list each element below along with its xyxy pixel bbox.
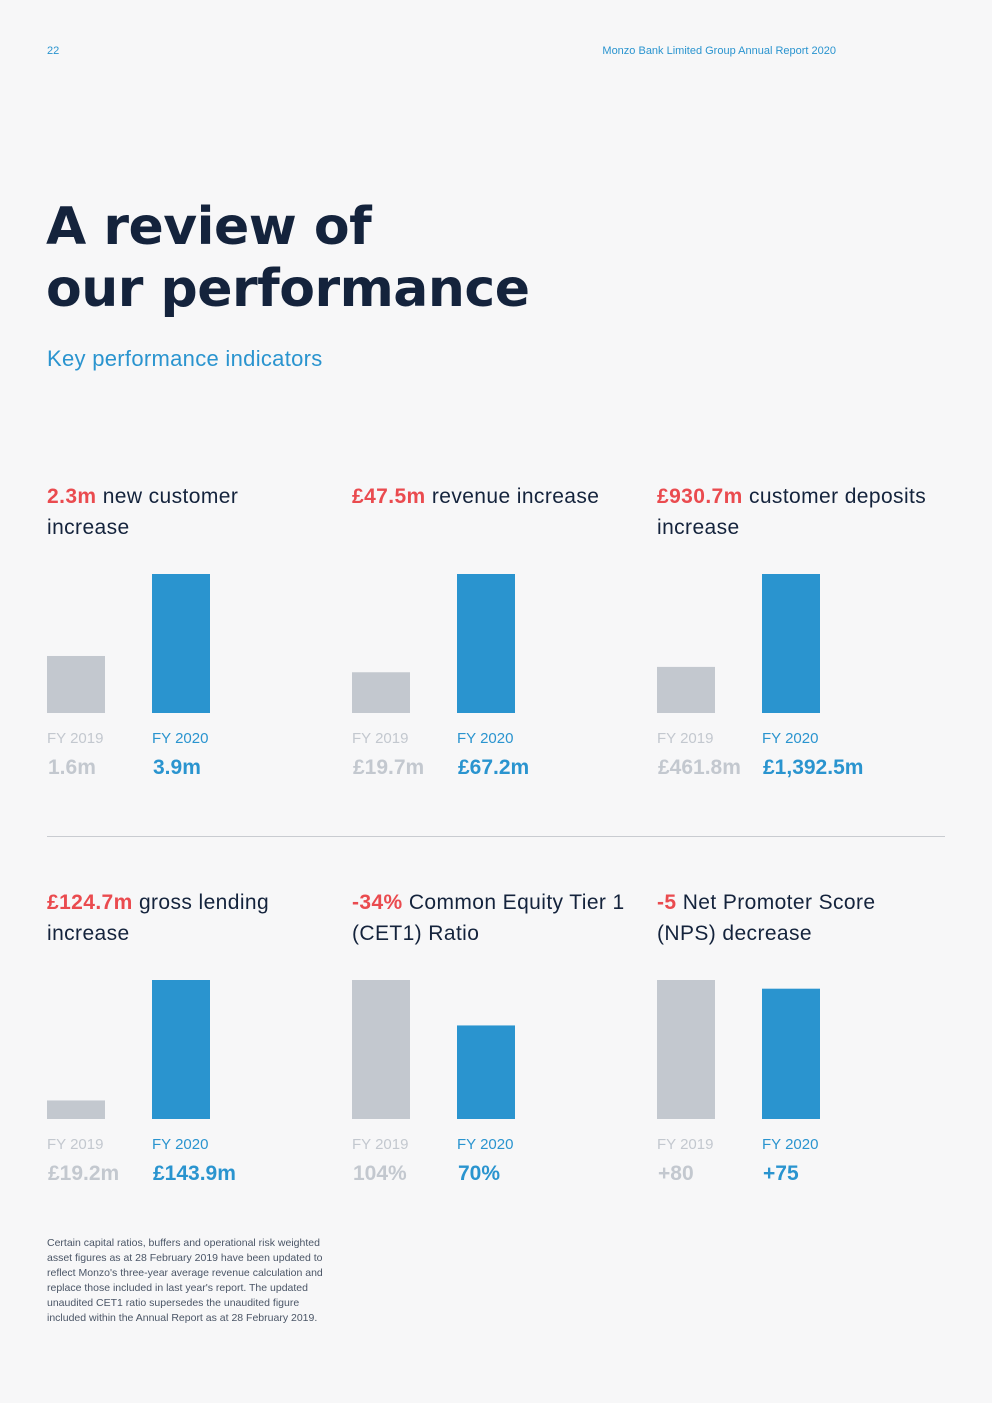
kpi-heading: -34% Common Equity Tier 1 (CET1) Ratio — [352, 887, 632, 949]
bar-fy2019 — [657, 666, 715, 713]
page-header: 22 Monzo Bank Limited Group Annual Repor… — [47, 45, 836, 61]
kpi-card: £47.5m revenue increase FY 2019 £19.7m FY 2… — [352, 481, 632, 791]
data-label: £461.8m — [658, 756, 741, 779]
bar-fy2019 — [352, 672, 410, 713]
kpi-title: new customer increase — [47, 485, 239, 539]
section-divider — [47, 836, 945, 837]
kpi-card: £124.7m gross lending increase FY 2019 £19… — [47, 887, 327, 1197]
data-label: +80 — [658, 1162, 694, 1185]
section-subtitle: Key performance indicators — [47, 346, 323, 371]
data-label: +75 — [763, 1162, 799, 1185]
category-label: FY 2019 — [47, 1136, 103, 1153]
kpi-bar-chart: FY 2019 104% FY 2020 70% — [352, 980, 515, 1185]
page-title: A review of our performance — [46, 196, 646, 320]
kpi-title: Net Promoter Score (NPS) decrease — [657, 891, 876, 945]
kpi-change-value: £47.5m — [352, 485, 426, 508]
kpi-card: £930.7m customer deposits increase FY 201… — [657, 481, 937, 791]
footnote: Certain capital ratios, buffers and oper… — [47, 1237, 323, 1324]
bar-fy2019 — [47, 1100, 105, 1119]
kpi-title: gross lending increase — [47, 891, 270, 945]
kpi-title: customer deposits increase — [657, 485, 927, 539]
category-label: FY 2020 — [152, 1136, 208, 1153]
category-label: FY 2020 — [152, 730, 208, 747]
category-label: FY 2019 — [352, 1136, 408, 1153]
kpi-change-value: £124.7m — [47, 891, 133, 914]
data-label: £19.2m — [48, 1162, 119, 1185]
bar-fy2020 — [762, 574, 820, 713]
kpi-bar-chart: FY 2019 1.6m FY 2020 3.9m — [47, 574, 210, 779]
data-label: £19.7m — [353, 756, 424, 779]
kpi-heading: £124.7m gross lending increase — [47, 887, 327, 949]
category-label: FY 2020 — [762, 1136, 818, 1153]
kpi-bar-chart: FY 2019 £461.8m FY 2020 £1,392.5m — [657, 574, 863, 779]
category-label: FY 2020 — [457, 1136, 513, 1153]
category-label: FY 2020 — [457, 730, 513, 747]
data-label: £67.2m — [458, 756, 529, 779]
category-label: FY 2019 — [352, 730, 408, 747]
data-label: £143.9m — [153, 1162, 236, 1185]
report-title: Monzo Bank Limited Group Annual Report 2… — [602, 45, 836, 57]
bar-fy2019 — [657, 980, 715, 1119]
kpi-heading: -5 Net Promoter Score (NPS) decrease — [657, 887, 937, 949]
data-label: £1,392.5m — [763, 756, 863, 779]
bar-fy2019 — [352, 980, 410, 1119]
data-label: 70% — [458, 1162, 500, 1185]
page-title-line-2: our performance — [46, 259, 530, 319]
bar-fy2020 — [762, 988, 820, 1119]
category-label: FY 2019 — [657, 730, 713, 747]
category-label: FY 2019 — [47, 730, 103, 747]
bar-fy2019 — [47, 655, 105, 713]
kpi-change-value: £930.7m — [657, 485, 743, 508]
kpi-change-value: -34% — [352, 891, 403, 914]
kpi-heading: 2.3m new customer increase — [47, 481, 327, 543]
kpi-title: revenue increase — [425, 485, 600, 508]
data-label: 1.6m — [48, 756, 96, 779]
kpi-change-value: -5 — [657, 891, 677, 914]
bar-fy2020 — [152, 574, 210, 713]
page-number: 22 — [47, 45, 60, 57]
kpi-title: Common Equity Tier 1 (CET1) Ratio — [352, 891, 625, 945]
kpi-bar-chart: FY 2019 £19.7m FY 2020 £67.2m — [352, 574, 529, 779]
kpi-change-value: 2.3m — [47, 485, 97, 508]
kpi-card: 2.3m new customer increase FY 2019 1.6m FY … — [47, 481, 327, 791]
kpi-heading: £930.7m customer deposits increase — [657, 481, 937, 543]
bar-fy2020 — [457, 1025, 515, 1119]
category-label: FY 2019 — [657, 1136, 713, 1153]
kpi-bar-chart: FY 2019 £19.2m FY 2020 £143.9m — [47, 980, 236, 1185]
kpi-card: -5 Net Promoter Score (NPS) decrease FY 2… — [657, 887, 937, 1197]
data-label: 104% — [353, 1162, 407, 1185]
kpi-card: -34% Common Equity Tier 1 (CET1) Ratio FY… — [352, 887, 632, 1197]
bar-fy2020 — [152, 980, 210, 1119]
kpi-bar-chart: FY 2019 +80 FY 2020 +75 — [657, 980, 820, 1185]
bar-fy2020 — [457, 574, 515, 713]
page-title-line-1: A review of — [46, 197, 372, 257]
kpi-heading: £47.5m revenue increase — [352, 481, 632, 512]
data-label: 3.9m — [153, 756, 201, 779]
category-label: FY 2020 — [762, 730, 818, 747]
